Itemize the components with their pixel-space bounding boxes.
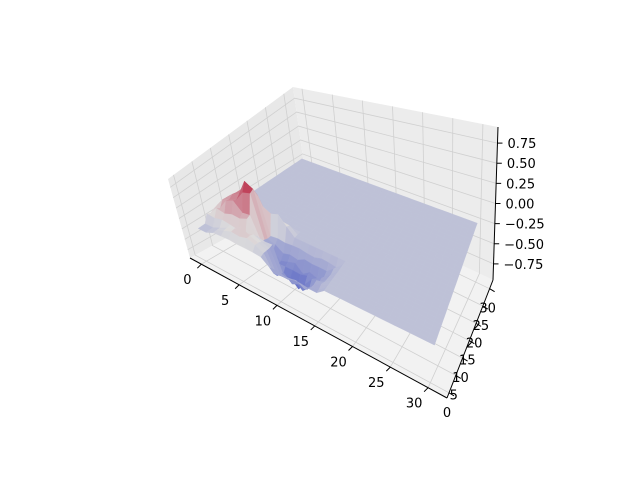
grid-line-z [170,97,498,188]
y-tick-mark [455,375,462,379]
x-tick-mark [196,263,202,269]
y-tick-label: 25 [473,319,490,334]
surface-plot [197,158,478,346]
y-tick-mark [462,357,468,362]
x-tick-label: 0 [183,273,191,288]
x-tick-mark [234,284,240,290]
y-tick-label: 15 [459,354,476,369]
surface-facet [426,336,437,346]
surface-facet [242,192,251,216]
grid-line-x [427,124,484,388]
x-tick-mark [272,304,278,310]
surface-facet [270,213,279,239]
y-tick-label: 10 [452,371,469,386]
x-tick-label: 30 [406,397,423,412]
pane-left [168,87,308,258]
x-axis-line [189,257,448,399]
z-tick-label: −0.50 [504,238,544,253]
x-tick-mark [423,387,429,393]
grid-line-z [175,125,497,209]
y-tick-mark [489,288,495,293]
z-tick-label: 0.00 [506,198,535,213]
x-tick-label: 10 [255,314,272,329]
y-tick-mark [475,322,482,327]
surface-facet [224,200,234,215]
z-tick-label: 0.25 [506,177,535,192]
y-tick-mark [482,305,489,310]
z-tick-label: 0.50 [507,157,536,172]
y-axis-line [446,279,494,399]
grid-line-z [178,139,496,219]
grid-line-y [173,174,450,394]
y-tick-label: 20 [466,336,483,351]
x-tick-label: 25 [368,376,385,391]
x-tick-mark [310,325,316,331]
x-tick-label: 20 [330,356,347,371]
x-tick-mark [348,346,353,351]
grid-line-z [172,111,497,199]
z-tick-label: −0.25 [505,218,545,233]
y-tick-mark [448,392,455,397]
y-tick-label: 0 [443,406,451,421]
y-tick-mark [469,340,475,345]
z-tick-label: 0.75 [507,137,536,152]
y-tick-label: 5 [450,388,458,403]
x-tick-label: 15 [292,335,309,350]
x-tick-label: 5 [221,294,229,309]
z-tick-label: −0.75 [504,258,544,273]
y-tick-label: 30 [479,302,496,317]
tick-labels: 0 5 10 15 20 25 30 0 5 10 15 20 25 30 −0.75 −0.50 −0.25 0… [183,137,544,421]
x-tick-mark [385,366,391,372]
grid-line-y [191,161,456,376]
